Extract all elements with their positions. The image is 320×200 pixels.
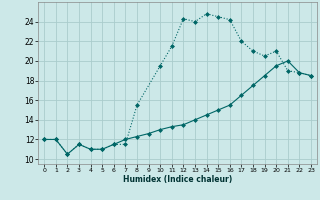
X-axis label: Humidex (Indice chaleur): Humidex (Indice chaleur) [123, 175, 232, 184]
